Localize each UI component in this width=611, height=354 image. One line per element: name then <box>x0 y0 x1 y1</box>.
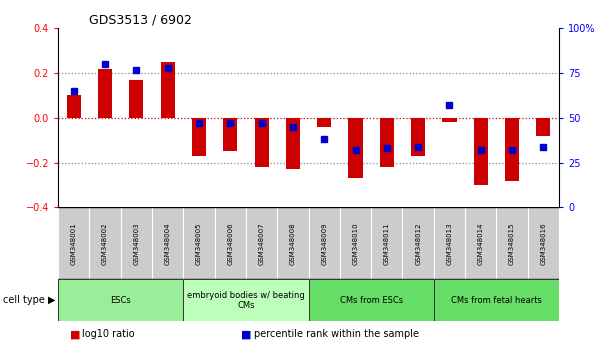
Bar <box>317 118 331 127</box>
Text: GSM348001: GSM348001 <box>71 222 77 264</box>
Text: ■: ■ <box>241 330 252 339</box>
Bar <box>496 207 528 279</box>
Bar <box>434 279 559 321</box>
Bar <box>58 207 89 279</box>
Bar <box>434 207 465 279</box>
Bar <box>309 279 434 321</box>
Bar <box>340 207 371 279</box>
Bar <box>465 207 497 279</box>
Bar <box>183 207 214 279</box>
Text: GSM348013: GSM348013 <box>447 222 453 264</box>
Text: GSM348003: GSM348003 <box>133 222 139 264</box>
Bar <box>474 118 488 185</box>
Bar <box>89 207 121 279</box>
Text: ▶: ▶ <box>48 295 55 305</box>
Bar <box>286 118 300 169</box>
Bar <box>161 62 175 118</box>
Text: GSM348016: GSM348016 <box>540 222 546 264</box>
Text: GSM348014: GSM348014 <box>478 222 484 264</box>
Text: ■: ■ <box>70 330 81 339</box>
Text: GDS3513 / 6902: GDS3513 / 6902 <box>89 13 191 27</box>
Bar <box>98 69 112 118</box>
Text: GSM348010: GSM348010 <box>353 222 359 264</box>
Bar <box>183 279 309 321</box>
Bar <box>246 207 277 279</box>
Text: GSM348015: GSM348015 <box>509 222 515 264</box>
Text: log10 ratio: log10 ratio <box>82 330 135 339</box>
Text: GSM348011: GSM348011 <box>384 222 390 264</box>
Text: embryoid bodies w/ beating
CMs: embryoid bodies w/ beating CMs <box>187 291 305 310</box>
Bar <box>309 207 340 279</box>
Bar <box>505 118 519 181</box>
Bar <box>152 207 183 279</box>
Text: percentile rank within the sample: percentile rank within the sample <box>254 330 419 339</box>
Text: GSM348005: GSM348005 <box>196 222 202 264</box>
Text: GSM348007: GSM348007 <box>258 222 265 264</box>
Text: CMs from fetal hearts: CMs from fetal hearts <box>451 296 542 305</box>
Text: cell type: cell type <box>3 295 45 305</box>
Text: GSM348008: GSM348008 <box>290 222 296 264</box>
Text: ESCs: ESCs <box>111 296 131 305</box>
Bar <box>442 118 456 122</box>
Text: GSM348012: GSM348012 <box>415 222 421 264</box>
Text: GSM348006: GSM348006 <box>227 222 233 264</box>
Bar <box>348 118 362 178</box>
Bar <box>214 207 246 279</box>
Text: GSM348009: GSM348009 <box>321 222 327 264</box>
Bar <box>255 118 269 167</box>
Text: CMs from ESCs: CMs from ESCs <box>340 296 403 305</box>
Bar <box>403 207 434 279</box>
Bar <box>371 207 403 279</box>
Bar <box>130 80 144 118</box>
Text: GSM348002: GSM348002 <box>102 222 108 264</box>
Text: GSM348004: GSM348004 <box>164 222 170 264</box>
Bar <box>223 118 237 152</box>
Bar <box>380 118 394 167</box>
Bar <box>277 207 309 279</box>
Bar <box>67 96 81 118</box>
Bar <box>192 118 206 156</box>
Bar <box>121 207 152 279</box>
Bar <box>58 279 183 321</box>
Bar <box>528 207 559 279</box>
Bar <box>536 118 551 136</box>
Bar <box>411 118 425 156</box>
